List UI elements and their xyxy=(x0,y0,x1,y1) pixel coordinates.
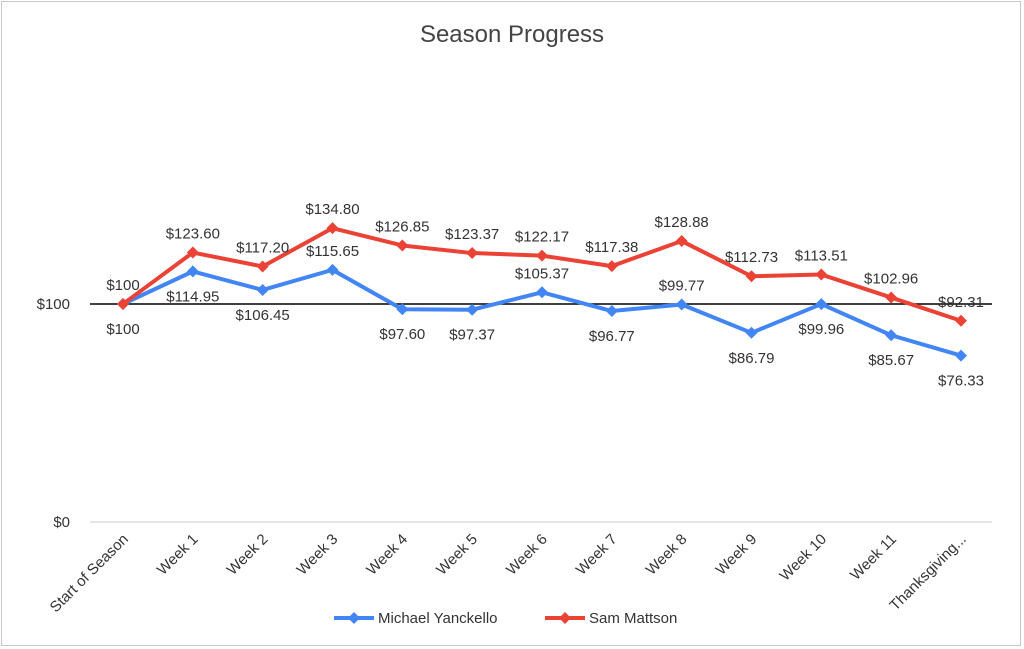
data-label: $122.17 xyxy=(515,229,569,246)
legend-label: Sam Mattson xyxy=(589,610,677,627)
data-point-marker xyxy=(675,298,688,311)
series-lines xyxy=(117,222,967,362)
data-label: $126.85 xyxy=(375,218,429,235)
data-label: $113.51 xyxy=(795,248,848,265)
data-label: $117.20 xyxy=(236,240,289,257)
data-point-marker xyxy=(117,298,129,310)
y-tick-label: $0 xyxy=(53,514,70,531)
data-label: $114.95 xyxy=(166,288,219,305)
data-point-marker xyxy=(466,247,479,260)
data-point-marker xyxy=(536,286,548,299)
data-label: $123.60 xyxy=(166,226,220,243)
data-point-marker xyxy=(605,260,618,273)
data-label: $128.88 xyxy=(655,214,709,231)
data-point-marker xyxy=(745,326,758,339)
x-tick-label: Week 10 xyxy=(776,531,830,585)
data-label: $76.33 xyxy=(938,373,984,390)
x-tick-label: Week 2 xyxy=(224,531,272,579)
x-tick-label: Start of Season xyxy=(47,531,132,616)
data-point-marker xyxy=(396,303,409,316)
data-label: $100 xyxy=(106,321,139,338)
data-point-marker xyxy=(326,263,339,276)
data-point-marker xyxy=(536,249,548,262)
data-label: $99.77 xyxy=(659,278,705,295)
data-label: $85.67 xyxy=(868,352,914,369)
legend-swatch-marker xyxy=(348,612,360,624)
legend-swatch-marker xyxy=(559,612,571,624)
data-point-marker xyxy=(326,222,339,235)
x-tick-label: Week 9 xyxy=(713,531,761,579)
x-tick-label: Week 3 xyxy=(294,531,342,579)
data-label: $97.60 xyxy=(379,326,425,343)
axes: $0 $100 Start of Season Week 1 Week 2 Week 3 W… xyxy=(37,296,992,616)
legend: Michael Yanckello Sam Mattson xyxy=(334,610,677,627)
data-label: $86.79 xyxy=(729,350,775,367)
chart-title: Season Progress xyxy=(420,21,604,48)
data-point-marker xyxy=(186,246,199,259)
x-tick-label: Week 11 xyxy=(847,531,900,584)
x-tick-label: Week 7 xyxy=(573,531,621,579)
data-label: $112.73 xyxy=(725,249,778,266)
data-label: $96.77 xyxy=(589,328,635,345)
data-point-marker xyxy=(186,265,199,278)
data-labels: $100 $114.95 $106.45 $115.65 $97.60 $97.37 $10… xyxy=(106,201,984,389)
data-point-marker xyxy=(745,270,758,283)
data-label: $99.96 xyxy=(798,321,844,338)
data-point-marker xyxy=(885,291,898,304)
data-label: $117.38 xyxy=(585,239,638,256)
data-label: $100 xyxy=(106,277,139,294)
data-label: $134.80 xyxy=(305,201,359,218)
data-point-marker xyxy=(955,349,967,362)
data-label: $123.37 xyxy=(445,226,499,243)
data-label: $97.37 xyxy=(449,327,495,344)
legend-label: Michael Yanckello xyxy=(378,610,498,627)
data-point-marker xyxy=(815,268,828,281)
data-label: $102.96 xyxy=(864,271,918,288)
data-point-marker xyxy=(815,298,828,311)
data-label: $105.37 xyxy=(515,265,569,282)
data-point-marker xyxy=(396,239,409,252)
data-point-marker xyxy=(955,314,967,327)
data-point-marker xyxy=(256,283,269,296)
y-tick-label: $100 xyxy=(37,296,70,313)
data-label: $92.31 xyxy=(938,294,984,311)
x-tick-label: Week 8 xyxy=(643,531,691,579)
data-label: $115.65 xyxy=(306,243,359,260)
data-point-marker xyxy=(885,329,898,342)
x-tick-label: Week 1 xyxy=(154,531,202,579)
data-point-marker xyxy=(605,305,618,318)
x-tick-label: Week 4 xyxy=(363,531,411,579)
data-label: $106.45 xyxy=(236,307,290,324)
data-point-marker xyxy=(466,303,479,316)
data-point-marker xyxy=(256,260,269,273)
x-tick-label: Week 5 xyxy=(433,531,481,579)
data-point-marker xyxy=(675,235,688,248)
x-tick-label: Week 6 xyxy=(503,531,551,579)
